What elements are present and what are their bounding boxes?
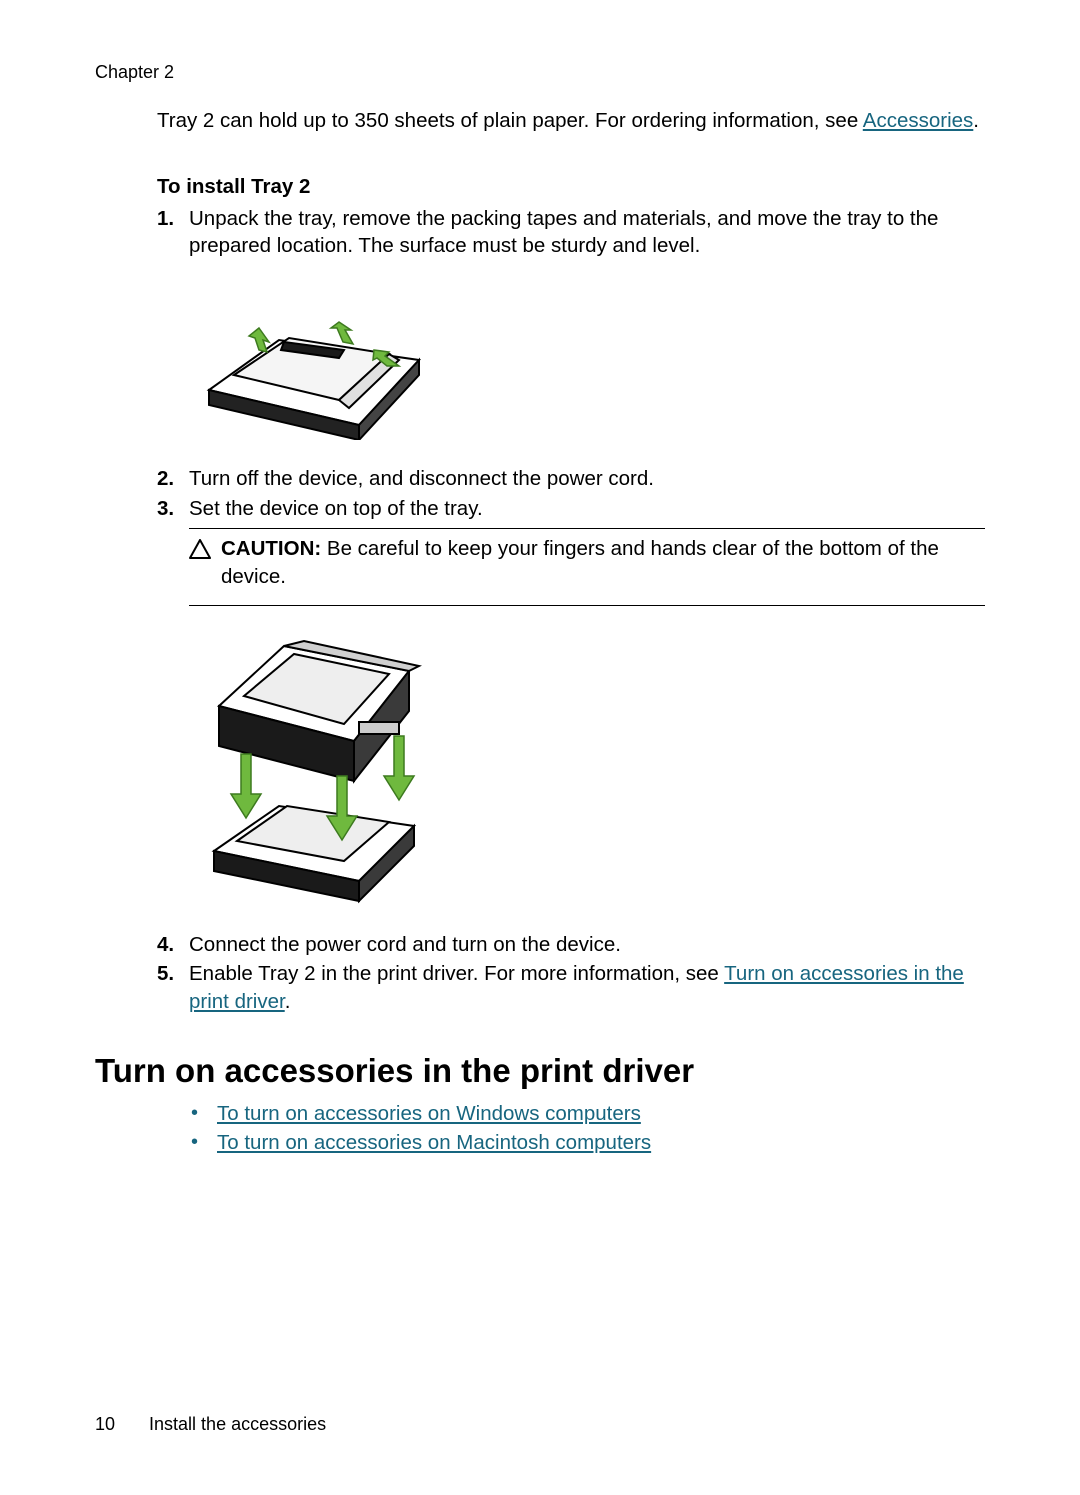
step-3-text: Set the device on top of the tray.: [189, 497, 483, 520]
step-5: 5. Enable Tray 2 in the print driver. Fo…: [157, 960, 985, 1015]
macintosh-accessories-link[interactable]: To turn on accessories on Macintosh comp…: [217, 1131, 651, 1154]
step-5-number: 5.: [157, 960, 174, 988]
figure-tray: [157, 280, 985, 445]
intro-text-before: Tray 2 can hold up to 350 sheets of plai…: [157, 109, 863, 132]
bullet-windows: To turn on accessories on Windows comput…: [191, 1100, 985, 1128]
section-heading-turn-on: Turn on accessories in the print driver: [95, 1052, 985, 1090]
step-4: 4. Connect the power cord and turn on th…: [157, 931, 985, 959]
install-tray-heading: To install Tray 2: [157, 175, 985, 199]
intro-text-after: .: [973, 109, 979, 132]
page-number: 10: [95, 1414, 115, 1434]
bullet-macintosh: To turn on accessories on Macintosh comp…: [191, 1129, 985, 1157]
step-2-number: 2.: [157, 465, 174, 493]
step-1: 1. Unpack the tray, remove the packing t…: [157, 205, 985, 260]
step-1-text: Unpack the tray, remove the packing tape…: [189, 207, 938, 258]
step-3: 3. Set the device on top of the tray.: [157, 495, 985, 523]
caution-triangle-icon: [189, 539, 211, 567]
page-footer: 10 Install the accessories: [95, 1414, 326, 1435]
step-2: 2. Turn off the device, and disconnect t…: [157, 465, 985, 493]
figure-device-on-tray: [157, 626, 985, 911]
tray-illustration-icon: [189, 280, 439, 440]
device-on-tray-illustration-icon: [189, 626, 439, 906]
step-4-number: 4.: [157, 931, 174, 959]
step-2-text: Turn off the device, and disconnect the …: [189, 467, 654, 490]
windows-accessories-link[interactable]: To turn on accessories on Windows comput…: [217, 1102, 641, 1125]
step-3-number: 3.: [157, 495, 174, 523]
accessories-link[interactable]: Accessories: [863, 109, 974, 132]
intro-paragraph: Tray 2 can hold up to 350 sheets of plai…: [157, 107, 985, 135]
step-5-text-after: .: [285, 990, 291, 1013]
caution-box: CAUTION: Be careful to keep your fingers…: [189, 528, 985, 605]
step-5-text-before: Enable Tray 2 in the print driver. For m…: [189, 962, 724, 985]
step-4-text: Connect the power cord and turn on the d…: [189, 933, 621, 956]
caution-text: Be careful to keep your fingers and hand…: [221, 537, 939, 588]
step-1-number: 1.: [157, 205, 174, 233]
caution-text-wrap: CAUTION: Be careful to keep your fingers…: [221, 535, 985, 590]
footer-section-title: Install the accessories: [149, 1414, 326, 1434]
caution-label: CAUTION:: [221, 537, 321, 560]
chapter-header: Chapter 2: [95, 62, 985, 83]
